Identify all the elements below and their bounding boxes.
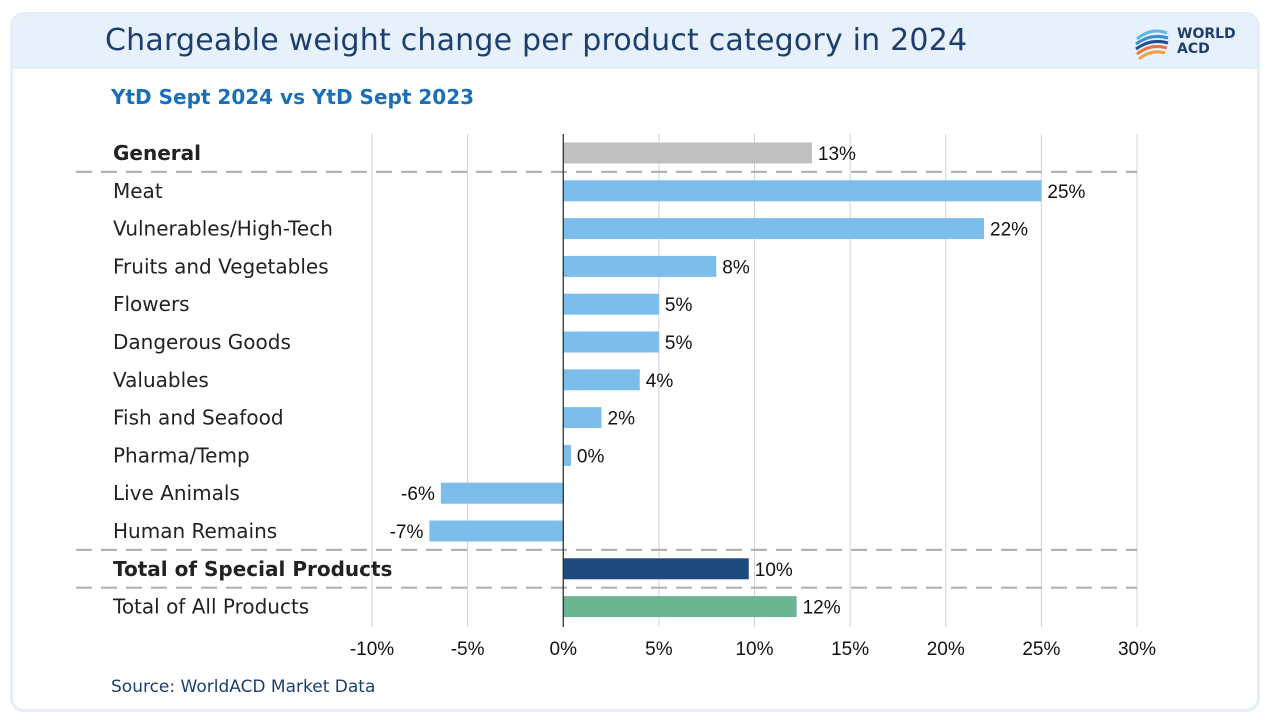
bar <box>563 255 717 277</box>
data-label: 25% <box>1047 182 1085 203</box>
category-label: Total of Special Products <box>113 557 392 581</box>
category-label: Vulnerables/High-Tech <box>113 217 333 241</box>
bar <box>563 558 749 580</box>
data-label: 2% <box>608 409 636 430</box>
x-tick-label: 30% <box>1118 639 1156 660</box>
logo-swoosh-icon <box>1135 29 1169 61</box>
data-label: 5% <box>665 333 693 354</box>
data-label: 0% <box>577 446 605 467</box>
data-label: -6% <box>401 484 435 505</box>
bar <box>563 331 659 353</box>
x-tick-label: 25% <box>1022 639 1060 660</box>
source-note: Source: WorldACD Market Data <box>111 677 376 697</box>
category-label: Pharma/Temp <box>113 443 250 467</box>
worldacd-logo: WORLD ACD <box>1133 25 1243 65</box>
bar <box>563 293 659 315</box>
category-label: Fish and Seafood <box>113 406 284 430</box>
data-label: 22% <box>990 220 1028 241</box>
x-tick-label: -5% <box>451 639 485 660</box>
x-tick-label: 0% <box>550 639 578 660</box>
chart-subtitle: YtD Sept 2024 vs YtD Sept 2023 <box>111 85 475 109</box>
category-label: Valuables <box>113 368 209 392</box>
bar <box>440 482 564 504</box>
category-label: Meat <box>113 179 163 203</box>
chart-title: Chargeable weight change per product cat… <box>105 23 968 58</box>
logo-line-1: WORLD <box>1177 26 1236 42</box>
bar <box>563 407 602 429</box>
data-label: -7% <box>390 522 424 543</box>
header-bar: Chargeable weight change per product cat… <box>13 15 1257 69</box>
category-label: General <box>113 141 201 165</box>
x-tick-label: 5% <box>645 639 673 660</box>
bar <box>429 520 564 542</box>
bar <box>563 369 640 391</box>
data-label: 4% <box>646 371 674 392</box>
category-label: Human Remains <box>113 519 277 543</box>
data-label: 10% <box>755 560 793 581</box>
logo-line-2: ACD <box>1177 41 1210 57</box>
category-label: Fruits and Vegetables <box>113 254 329 278</box>
chart-card: Chargeable weight change per product cat… <box>10 12 1260 712</box>
bar <box>563 218 984 240</box>
data-label: 13% <box>818 144 856 165</box>
category-label: Live Animals <box>113 481 240 505</box>
bar <box>563 444 571 466</box>
category-label: Flowers <box>113 292 190 316</box>
category-label: Dangerous Goods <box>113 330 291 354</box>
x-tick-label: 10% <box>735 639 773 660</box>
bar <box>563 142 812 164</box>
bar <box>563 596 797 618</box>
data-label: 8% <box>722 257 750 278</box>
bar <box>563 180 1042 202</box>
category-label: Total of All Products <box>112 595 309 619</box>
data-label: 5% <box>665 295 693 316</box>
x-tick-label: 20% <box>927 639 965 660</box>
data-label: 12% <box>803 598 841 619</box>
x-tick-label: 15% <box>831 639 869 660</box>
logo-text: WORLD ACD <box>1177 27 1236 57</box>
x-tick-label: -10% <box>350 639 394 660</box>
